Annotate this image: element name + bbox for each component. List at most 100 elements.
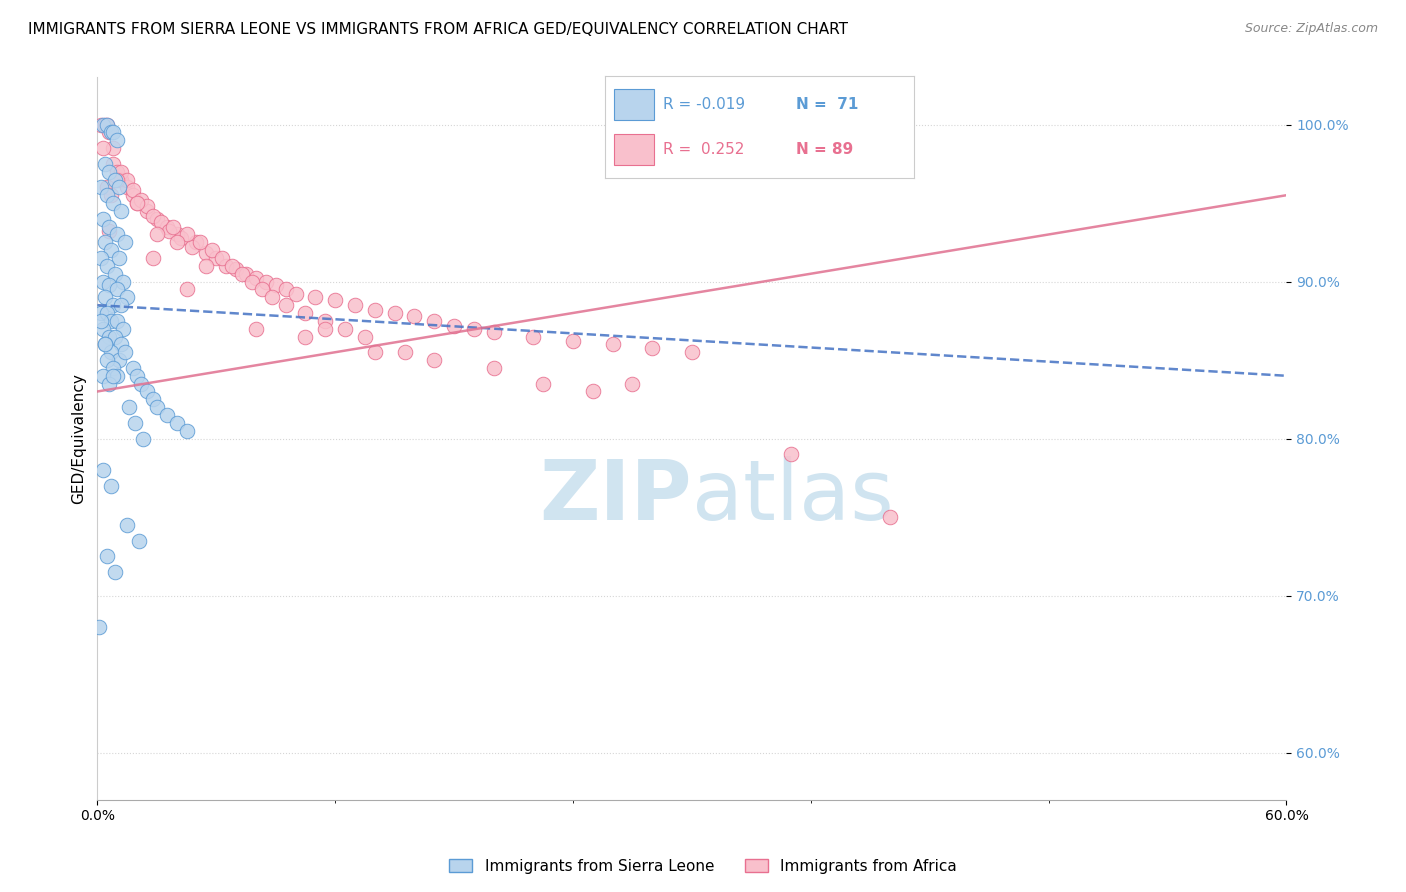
Point: [108, 251, 131, 265]
Point: [343, 298, 366, 312]
Point: [115, 180, 138, 194]
Point: [89, 620, 111, 634]
Point: [215, 259, 238, 273]
Point: [482, 325, 505, 339]
Point: [104, 329, 127, 343]
Point: [105, 172, 128, 186]
Point: [94, 290, 117, 304]
Point: [96, 353, 118, 368]
Point: [562, 334, 585, 349]
Point: [463, 321, 485, 335]
Point: [108, 180, 131, 194]
Point: [404, 309, 426, 323]
Y-axis label: GED/Equivalency: GED/Equivalency: [72, 373, 86, 504]
Point: [105, 282, 128, 296]
Point: [314, 321, 336, 335]
Point: [231, 267, 253, 281]
Point: [91, 141, 114, 155]
Point: [129, 376, 152, 391]
Point: [105, 368, 128, 383]
Point: [103, 157, 125, 171]
Point: [96, 259, 118, 273]
Point: [156, 408, 179, 422]
Text: N = 89: N = 89: [796, 142, 853, 157]
Point: [190, 235, 212, 250]
Point: [100, 243, 122, 257]
Legend: Immigrants from Sierra Leone, Immigrants from Africa: Immigrants from Sierra Leone, Immigrants…: [443, 853, 963, 880]
Text: N =  71: N = 71: [796, 97, 859, 112]
Point: [110, 164, 132, 178]
Point: [245, 321, 267, 335]
Point: [522, 329, 544, 343]
Point: [104, 172, 127, 186]
Point: [104, 565, 127, 579]
Point: [90, 180, 112, 194]
Point: [105, 133, 128, 147]
Point: [166, 416, 188, 430]
Point: [110, 298, 132, 312]
Text: Source: ZipAtlas.com: Source: ZipAtlas.com: [1244, 22, 1378, 36]
Point: [235, 267, 257, 281]
Point: [602, 337, 624, 351]
Point: [294, 329, 316, 343]
Point: [186, 235, 208, 250]
Point: [780, 447, 803, 461]
Point: [582, 384, 605, 399]
Text: IMMIGRANTS FROM SIERRA LEONE VS IMMIGRANTS FROM AFRICA GED/EQUIVALENCY CORRELATI: IMMIGRANTS FROM SIERRA LEONE VS IMMIGRAN…: [28, 22, 848, 37]
Point: [195, 246, 218, 260]
Point: [169, 230, 191, 244]
Point: [91, 211, 114, 226]
Point: [314, 314, 336, 328]
Point: [91, 463, 114, 477]
Point: [112, 321, 135, 335]
Point: [162, 219, 184, 234]
Point: [176, 282, 198, 296]
Point: [90, 314, 112, 328]
Point: [96, 118, 118, 132]
Point: [91, 275, 114, 289]
Point: [103, 298, 125, 312]
Point: [195, 259, 218, 273]
Point: [90, 118, 112, 132]
Point: [114, 235, 136, 250]
Point: [384, 306, 406, 320]
Point: [323, 293, 346, 308]
Point: [98, 329, 121, 343]
Point: [122, 184, 145, 198]
Point: [394, 345, 416, 359]
Point: [245, 271, 267, 285]
Point: [94, 235, 117, 250]
Point: [641, 341, 664, 355]
Point: [354, 329, 377, 343]
Point: [621, 376, 644, 391]
Point: [94, 337, 117, 351]
Point: [112, 275, 135, 289]
Point: [135, 203, 157, 218]
Point: [115, 518, 138, 533]
Point: [240, 275, 263, 289]
Point: [91, 368, 114, 383]
Point: [274, 298, 297, 312]
Point: [115, 290, 138, 304]
Point: [201, 243, 224, 257]
Point: [122, 188, 145, 202]
Point: [142, 392, 165, 407]
Point: [125, 368, 148, 383]
Point: [284, 287, 307, 301]
Point: [115, 172, 138, 186]
Point: [260, 290, 283, 304]
Point: [103, 360, 125, 375]
Point: [90, 306, 112, 320]
Point: [205, 251, 228, 265]
Point: [264, 277, 287, 292]
Point: [105, 227, 128, 242]
Point: [98, 125, 121, 139]
Point: [879, 510, 901, 524]
Point: [135, 384, 157, 399]
Point: [96, 180, 118, 194]
Point: [129, 193, 152, 207]
Point: [94, 157, 117, 171]
Point: [176, 227, 198, 242]
Point: [531, 376, 554, 391]
Point: [132, 432, 155, 446]
